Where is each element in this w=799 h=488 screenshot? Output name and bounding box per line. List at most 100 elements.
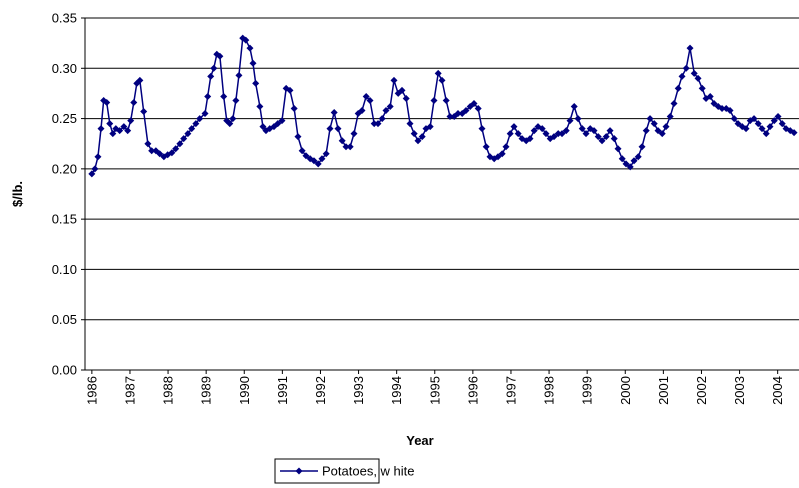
data-point — [378, 115, 386, 123]
y-tick-label: 0.35 — [52, 11, 77, 26]
data-point — [322, 150, 330, 158]
data-point — [442, 96, 450, 104]
data-point — [710, 99, 718, 107]
data-point — [514, 130, 522, 138]
data-point — [674, 84, 682, 92]
data-point — [726, 107, 734, 115]
data-point — [418, 133, 426, 141]
data-point — [754, 120, 762, 128]
data-point — [566, 117, 574, 125]
data-point — [252, 79, 260, 87]
data-point — [91, 165, 99, 173]
data-point — [638, 143, 646, 151]
data-point — [650, 120, 658, 128]
data-point — [606, 127, 614, 135]
data-point — [172, 145, 180, 153]
y-tick-label: 0.20 — [52, 161, 77, 176]
data-point — [574, 115, 582, 123]
x-tick-label: 1994 — [389, 376, 404, 405]
data-point — [598, 137, 606, 145]
data-point — [156, 150, 164, 158]
data-point — [618, 155, 626, 163]
data-point — [594, 133, 602, 141]
x-tick-label: 1997 — [503, 376, 518, 405]
data-point — [758, 125, 766, 133]
data-point — [249, 59, 257, 67]
data-point — [538, 125, 546, 133]
x-tick-label: 1992 — [313, 376, 328, 405]
data-point — [216, 52, 224, 60]
data-point — [462, 107, 470, 115]
x-tick-label: 2000 — [618, 376, 633, 405]
data-point — [130, 98, 138, 106]
data-point — [734, 120, 742, 128]
data-point — [642, 127, 650, 135]
data-point — [630, 157, 638, 165]
data-point — [562, 127, 570, 135]
data-point — [470, 99, 478, 107]
data-point — [350, 130, 358, 138]
data-point — [474, 105, 482, 113]
y-axis-title: $/lb. — [10, 181, 25, 207]
data-point — [730, 115, 738, 123]
data-point — [406, 120, 414, 128]
data-point — [210, 64, 218, 72]
data-point — [438, 76, 446, 84]
data-point — [502, 143, 510, 151]
data-point — [778, 120, 786, 128]
data-point — [103, 98, 111, 106]
data-point — [482, 143, 490, 151]
x-tick-label: 2001 — [656, 376, 671, 405]
data-point — [554, 130, 562, 138]
data-point — [290, 105, 298, 113]
data-point — [654, 127, 662, 135]
data-point — [235, 71, 243, 79]
data-point — [626, 163, 634, 171]
data-point — [526, 135, 534, 143]
data-point — [136, 76, 144, 84]
data-point — [330, 109, 338, 117]
data-point — [634, 153, 642, 161]
data-point — [706, 92, 714, 100]
data-point — [690, 69, 698, 77]
data-point — [686, 44, 694, 52]
data-point — [256, 103, 264, 111]
data-point — [398, 86, 406, 94]
data-point — [698, 84, 706, 92]
x-tick-label: 1998 — [542, 376, 557, 405]
data-point — [286, 86, 294, 94]
data-point — [204, 92, 212, 100]
data-point — [207, 72, 215, 80]
data-point — [116, 127, 124, 135]
data-point — [498, 150, 506, 158]
y-tick-label: 0.30 — [52, 61, 77, 76]
x-tick-label: 1993 — [351, 376, 366, 405]
data-point — [494, 153, 502, 161]
data-point — [124, 127, 132, 135]
x-tick-label: 1990 — [237, 376, 252, 405]
x-tick-label: 1986 — [84, 376, 99, 405]
data-point — [88, 170, 96, 178]
data-point — [148, 147, 156, 155]
data-point — [168, 149, 176, 157]
y-tick-label: 0.15 — [52, 212, 77, 227]
data-point — [144, 140, 152, 148]
data-point — [770, 117, 778, 125]
data-point — [478, 125, 486, 133]
data-point — [446, 113, 454, 121]
data-point — [590, 127, 598, 135]
x-tick-label: 1989 — [199, 376, 214, 405]
data-point — [302, 152, 310, 160]
data-point — [188, 125, 196, 133]
data-point — [259, 123, 267, 131]
data-point — [550, 133, 558, 141]
data-point — [370, 120, 378, 128]
data-point — [682, 64, 690, 72]
x-tick-label: 1991 — [275, 376, 290, 405]
x-tick-label: 1996 — [465, 376, 480, 405]
y-tick-label: 0.05 — [52, 312, 77, 327]
legend-marker — [295, 467, 303, 475]
data-point — [246, 44, 254, 52]
data-point — [622, 160, 630, 168]
data-point — [362, 92, 370, 100]
